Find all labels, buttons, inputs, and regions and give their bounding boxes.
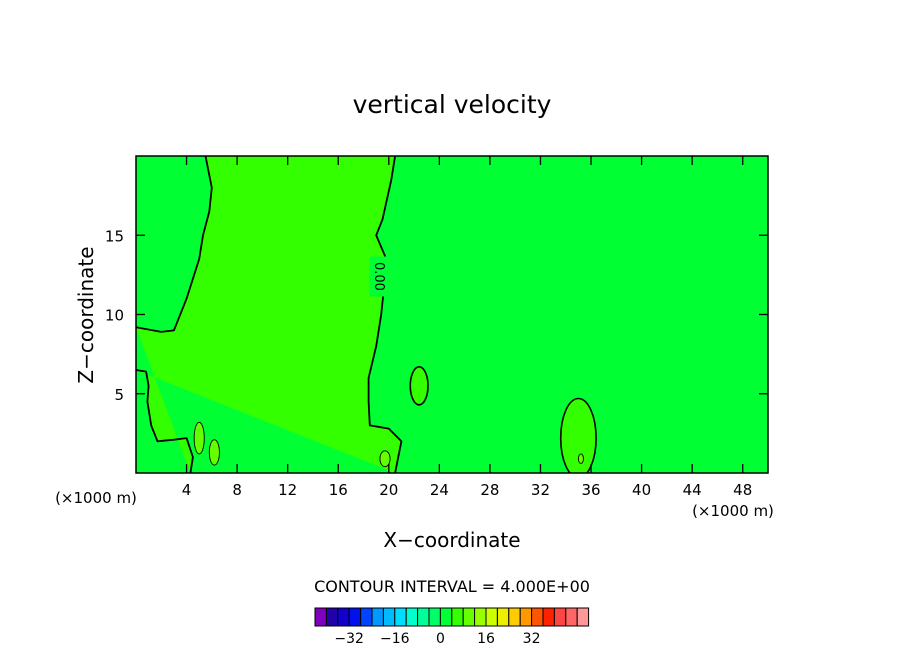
plot-area — [136, 156, 768, 473]
x-tick-label: 48 — [733, 481, 752, 499]
colorbar-swatch — [576, 607, 590, 627]
strong-updraft-cell-contour — [208, 439, 220, 466]
colorbar-label: 0 — [436, 631, 445, 647]
strong-updraft-cell-contour — [379, 450, 391, 468]
colorbar-swatch — [337, 607, 350, 627]
colorbar-swatch — [348, 607, 362, 627]
x-tick-label: 8 — [232, 481, 242, 499]
contour-fills — [136, 156, 597, 473]
colorbar-swatch — [405, 607, 419, 627]
colorbar-swatch — [565, 607, 578, 627]
y-tick-label: 5 — [114, 386, 124, 404]
colorbar-swatch — [553, 607, 567, 627]
colorbar-label: −32 — [334, 631, 364, 647]
contour-label: 0.00 — [371, 262, 386, 291]
zero-contour-line — [136, 156, 213, 333]
x-unit-left: (×1000 m) — [55, 489, 137, 507]
strong-updraft-cell — [578, 453, 584, 464]
x-tick-label: 16 — [329, 481, 348, 499]
x-tick-label: 40 — [632, 481, 651, 499]
colorbar-swatch — [519, 607, 533, 627]
colorbar-swatch — [371, 607, 384, 627]
x-tick-label: 20 — [379, 481, 398, 499]
colorbar-swatch — [542, 607, 555, 627]
colorbar-label: −16 — [380, 631, 410, 647]
x-axis-label: X−coordinate — [383, 528, 520, 552]
x-tick-label: 36 — [581, 481, 600, 499]
colorbar-swatch — [508, 607, 521, 627]
y-tick-label: 15 — [105, 227, 124, 245]
colorbar-swatch — [451, 607, 464, 627]
colorbar-swatch — [474, 607, 487, 627]
colorbar-label: 32 — [523, 631, 541, 647]
contour-lines — [136, 156, 597, 473]
updraft-cell-contour — [559, 397, 597, 473]
zero-contour-line — [136, 369, 194, 473]
x-tick-label: 28 — [480, 481, 499, 499]
updraft-cell — [410, 366, 428, 405]
x-tick-label: 12 — [278, 481, 297, 499]
x-unit-right: (×1000 m) — [692, 502, 774, 520]
y-axis-ticks: 5 10 15 — [105, 227, 768, 404]
strong-updraft-cell-contour — [193, 421, 205, 455]
colorbar-swatch — [485, 607, 498, 627]
zero-contour-line — [367, 156, 403, 473]
colorbar-swatch — [462, 607, 476, 627]
contour-label-group: 0.00 — [369, 256, 388, 297]
updraft-cell-contour — [409, 366, 429, 406]
colorbar-swatch — [382, 607, 396, 627]
x-tick-label: 44 — [683, 481, 702, 499]
colorbar-swatch — [417, 607, 430, 627]
chart-title: vertical velocity — [353, 90, 552, 119]
x-axis-ticks: 4 8 12 16 20 24 28 32 36 40 44 48 — [182, 156, 752, 499]
colorbar: −32 −16 0 16 32 — [314, 607, 590, 647]
x-tick-label: 24 — [430, 481, 449, 499]
colorbar-swatch — [325, 607, 339, 627]
colorbar-label: 16 — [477, 631, 495, 647]
colorbar-swatch — [531, 607, 544, 627]
colorbar-swatch — [360, 607, 373, 627]
x-tick-label: 32 — [531, 481, 550, 499]
colorbar-swatch — [439, 607, 453, 627]
x-tick-label: 4 — [182, 481, 192, 499]
strong-updraft-cell — [209, 439, 220, 466]
contour-interval-text: CONTOUR INTERVAL = 4.000E+00 — [314, 577, 590, 596]
updraft-cell — [560, 398, 597, 473]
updraft-region — [136, 156, 402, 473]
contour-label-backdrop — [369, 256, 388, 297]
colorbar-swatch — [496, 607, 510, 627]
colorbar-swatch — [394, 607, 407, 627]
colorbar-swatch — [428, 607, 441, 627]
strong-updraft-cell — [194, 422, 205, 454]
colorbar-swatch — [314, 607, 327, 627]
strong-updraft-cell-contour — [577, 453, 584, 464]
y-tick-label: 10 — [105, 307, 124, 325]
strong-updraft-cell — [379, 450, 391, 467]
y-axis-label: Z−coordinate — [74, 246, 98, 383]
